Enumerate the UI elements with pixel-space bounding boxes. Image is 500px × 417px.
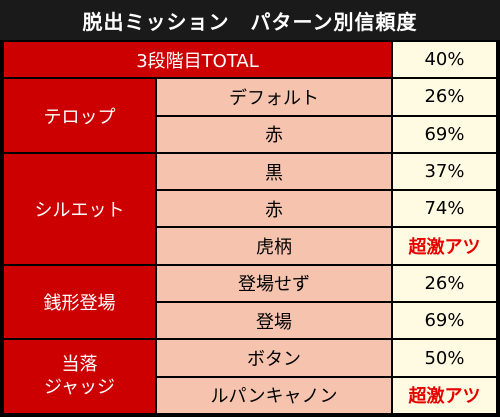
category-judge: 当落 ジャッジ [4, 340, 155, 413]
pattern-label: 黒 [157, 153, 391, 190]
total-label: 3段階目TOTAL [4, 42, 391, 78]
pattern-label: 赤 [157, 116, 391, 152]
reliability-value: 26% [393, 79, 496, 115]
pattern-label: ボタン [157, 340, 391, 376]
pattern-label: 虎柄 [157, 228, 391, 264]
category-line: ジャッジ [43, 376, 116, 398]
category-silhouette: シルエット [4, 153, 155, 264]
page-title: 脱出ミッション パターン別信頼度 [0, 0, 500, 40]
category-line: 当落 [61, 354, 98, 376]
table-row: 銭形登場 登場せず 26% [4, 265, 496, 339]
pattern-label: ルパンキャノン [157, 377, 391, 413]
pattern-label: 赤 [157, 191, 391, 227]
reliability-table: 3段階目TOTAL 40% テロップ デフォルト 26% 赤 69% シルエット… [2, 40, 498, 415]
table-row: 赤 69% [4, 116, 496, 152]
category-zenigata: 銭形登場 [4, 265, 155, 339]
reliability-value: 69% [393, 116, 496, 152]
category-telop: テロップ [4, 79, 155, 152]
reliability-value-hot: 超激アツ [393, 228, 496, 264]
reliability-value-hot: 超激アツ [393, 377, 496, 413]
table-row: 登場 69% [4, 303, 496, 339]
table-row-total: 3段階目TOTAL 40% [4, 42, 496, 78]
table-row: ルパンキャノン 超激アツ [4, 377, 496, 413]
reliability-value: 69% [393, 303, 496, 339]
pattern-label: 登場せず [157, 265, 391, 302]
pattern-label: デフォルト [157, 79, 391, 115]
total-value: 40% [393, 42, 496, 78]
reliability-value: 50% [393, 340, 496, 376]
reliability-value: 74% [393, 191, 496, 227]
pattern-label: 登場 [157, 303, 391, 339]
reliability-value: 26% [393, 265, 496, 302]
reliability-value: 37% [393, 153, 496, 190]
table-row: シルエット 黒 37% [4, 153, 496, 264]
table-row: テロップ デフォルト 26% [4, 79, 496, 152]
table-row: 当落 ジャッジ ボタン 50% [4, 340, 496, 413]
table-row: 赤 74% [4, 191, 496, 227]
table-row: 虎柄 超激アツ [4, 228, 496, 264]
